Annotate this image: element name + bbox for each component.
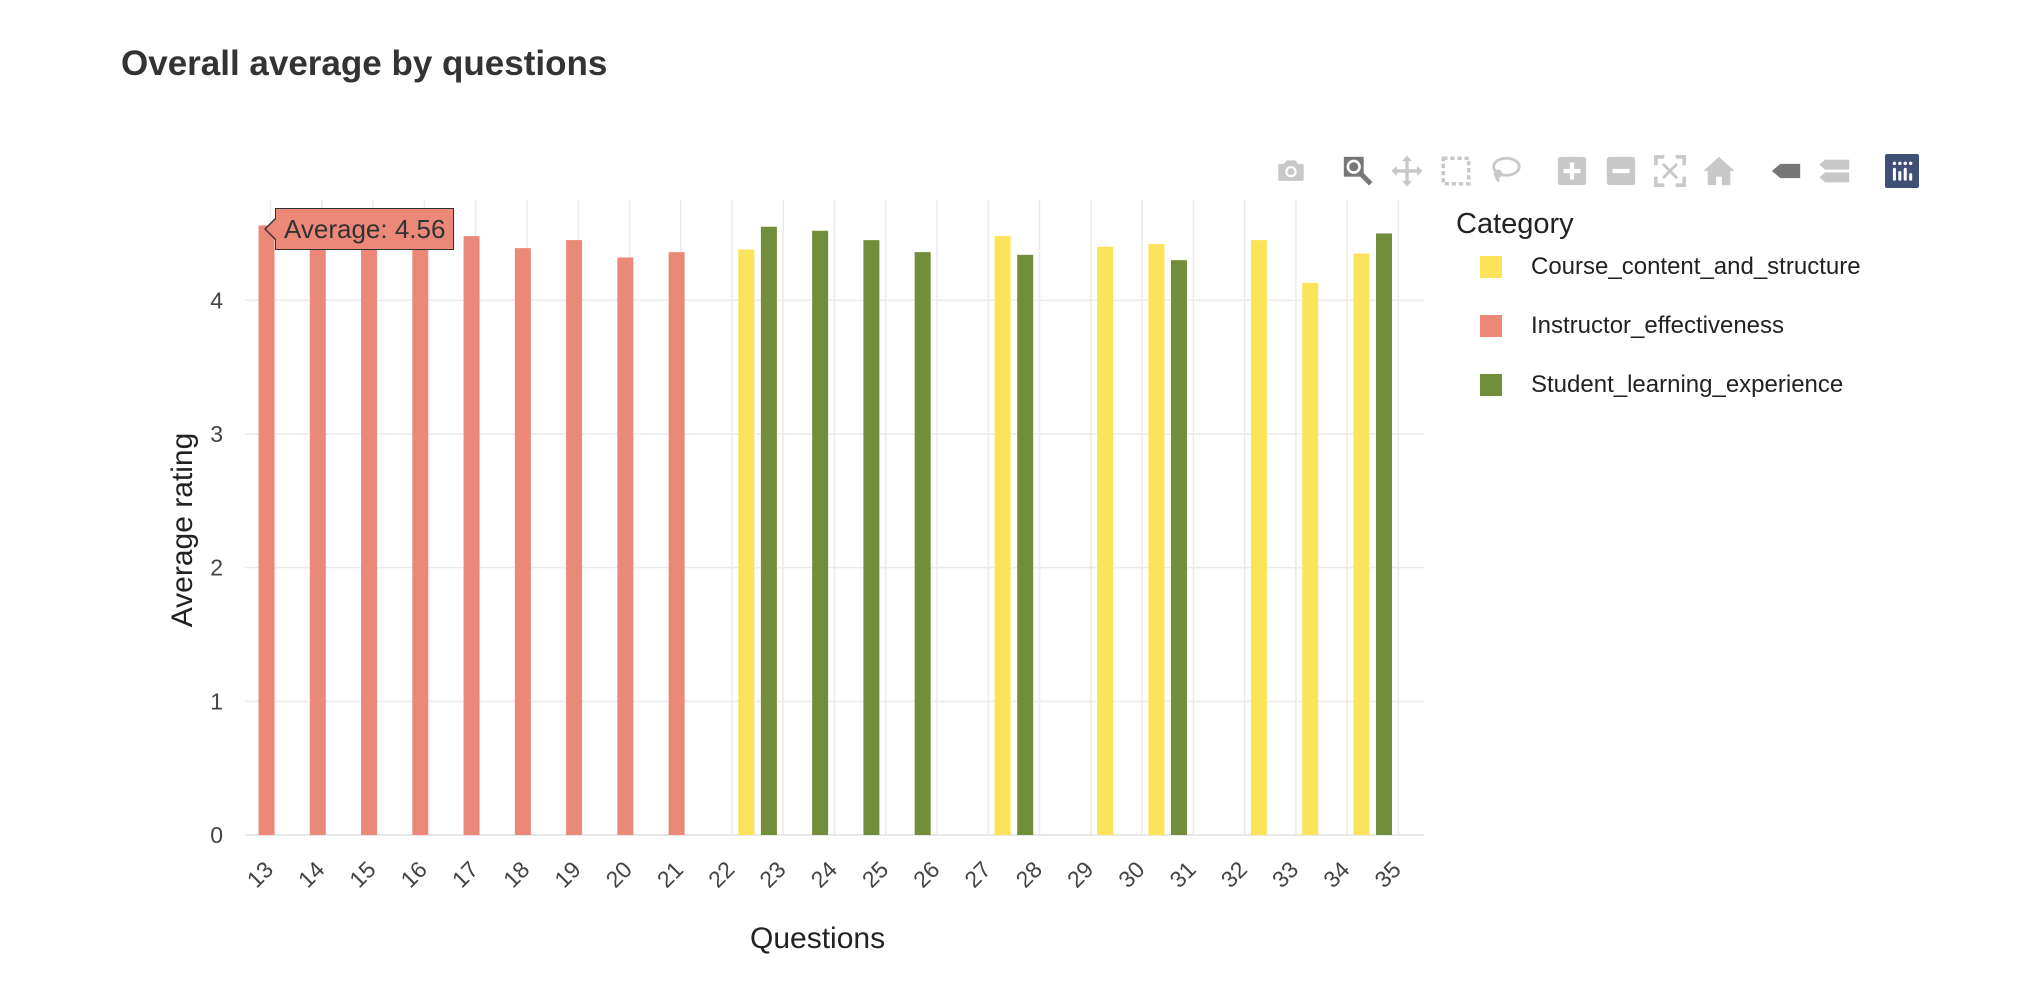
legend-swatch: [1480, 256, 1502, 278]
legend-label: Student_learning_experience: [1531, 371, 1844, 398]
y-tick-label: 0: [210, 822, 223, 848]
legend-swatch: [1480, 374, 1502, 396]
x-tick-label: 27: [959, 856, 995, 892]
bar-23[interactable]: [760, 226, 777, 836]
x-tick-label: 15: [344, 856, 380, 892]
x-tick-label: 19: [549, 856, 585, 892]
x-tick-label: 25: [857, 856, 893, 892]
legend-title: Category: [1456, 208, 1574, 240]
modebar: [1270, 150, 1930, 192]
zoom-in-icon[interactable]: [1551, 150, 1593, 192]
bar-21[interactable]: [668, 252, 685, 835]
tooltip-arrow: [264, 217, 276, 241]
legend-item-instructor-effectiveness[interactable]: Instructor_effectiveness: [1480, 311, 1784, 341]
x-tick-label: 28: [1011, 856, 1047, 892]
bar-35[interactable]: [1376, 233, 1393, 836]
bar-31[interactable]: [1170, 260, 1187, 835]
legend-label: Course_content_and_structure: [1531, 253, 1861, 280]
y-tick-label: 4: [210, 287, 223, 313]
legend-label: Instructor_effectiveness: [1531, 312, 1785, 339]
autoscale-icon[interactable]: [1649, 150, 1691, 192]
x-tick-label: 18: [498, 856, 534, 892]
plotly-logo-icon[interactable]: [1881, 150, 1923, 192]
x-tick-label: 33: [1267, 856, 1303, 892]
x-tick-label: 26: [908, 856, 944, 892]
x-tick-label: 20: [601, 856, 637, 892]
bar-14[interactable]: [309, 249, 326, 836]
y-tick-label: 1: [210, 688, 223, 714]
reset-axes-icon[interactable]: [1698, 150, 1740, 192]
bar-18[interactable]: [514, 248, 531, 835]
y-tick-label: 3: [210, 421, 223, 447]
x-tick-label: 34: [1318, 856, 1355, 893]
bar-22[interactable]: [738, 249, 755, 836]
x-tick-label: 16: [395, 856, 431, 892]
box-select-icon[interactable]: [1435, 150, 1477, 192]
pan-icon[interactable]: [1386, 150, 1428, 192]
x-tick-label: 23: [754, 856, 790, 892]
bar-34[interactable]: [1353, 253, 1370, 835]
zoom-icon[interactable]: [1337, 150, 1379, 192]
bar-24[interactable]: [812, 230, 829, 835]
zoom-out-icon[interactable]: [1600, 150, 1642, 192]
bar-series: [258, 225, 1393, 836]
bar-32[interactable]: [1250, 240, 1267, 835]
y-tick-labels: 0 1 2 3 4: [210, 287, 223, 848]
bar-33[interactable]: [1302, 282, 1319, 835]
y-tick-label: 2: [210, 555, 223, 581]
hover-tooltip: Average: 4.56: [264, 208, 455, 250]
x-tick-label: 14: [293, 856, 330, 893]
bar-20[interactable]: [617, 257, 634, 835]
x-tick-label: 30: [1113, 856, 1149, 892]
bar-26[interactable]: [914, 252, 931, 835]
x-tick-labels: 13 14 15 16 17 18 19 20 21 22 23 24 25 26 27 28 29 30 31 32…: [242, 856, 1406, 893]
bar-30[interactable]: [1148, 244, 1165, 835]
bar-17[interactable]: [463, 236, 480, 836]
legend-swatch: [1480, 315, 1502, 337]
bar-15[interactable]: [361, 246, 378, 835]
x-tick-label: 13: [242, 856, 278, 892]
bar-28[interactable]: [1017, 254, 1034, 835]
bar-16[interactable]: [412, 249, 429, 836]
x-tick-label: 29: [1062, 856, 1098, 892]
bar-25[interactable]: [863, 240, 880, 835]
x-axis-label: Questions: [750, 922, 886, 955]
chart-title: Overall average by questions: [121, 44, 608, 83]
x-tick-label: 31: [1164, 856, 1200, 892]
x-tick-label: 35: [1369, 856, 1405, 892]
bar-29[interactable]: [1097, 246, 1114, 835]
hover-compare-icon[interactable]: [1814, 150, 1856, 192]
y-axis-label: Average rating: [166, 432, 199, 628]
x-tick-label: 32: [1216, 856, 1252, 892]
bar-19[interactable]: [566, 240, 583, 835]
legend-item-student-learning[interactable]: Student_learning_experience: [1480, 370, 1843, 400]
tooltip-text: Average: 4.56: [275, 208, 455, 250]
bar-27[interactable]: [994, 236, 1011, 836]
camera-icon[interactable]: [1270, 150, 1312, 192]
x-tick-label: 24: [806, 856, 843, 893]
bar-13[interactable]: [258, 225, 275, 835]
x-tick-label: 22: [703, 856, 739, 892]
x-tick-label: 21: [652, 856, 688, 892]
lasso-select-icon[interactable]: [1484, 150, 1526, 192]
x-tick-label: 17: [447, 856, 483, 892]
legend-item-course-content[interactable]: Course_content_and_structure: [1480, 252, 1861, 282]
hover-closest-icon[interactable]: [1765, 150, 1807, 192]
